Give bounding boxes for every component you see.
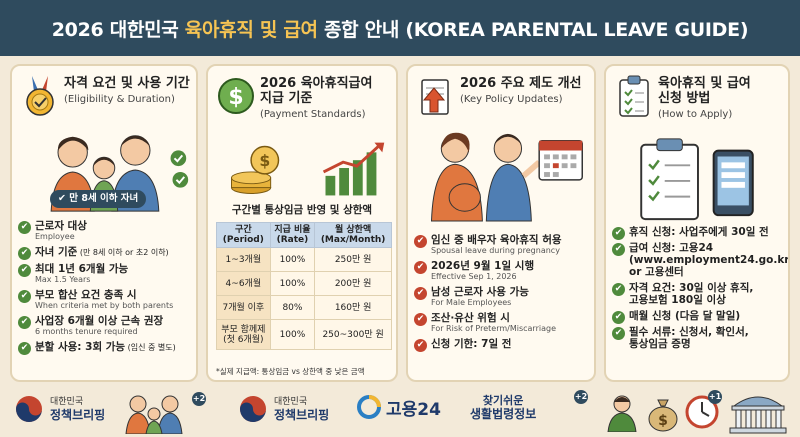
list-item: ✔ 부모 합산 요건 충족 시 When criteria met by both … (18, 289, 192, 311)
list-item: ✔ 신청 기한: 7일 전 (414, 338, 590, 352)
page-title: 2026 대한민국 육아휴직 및 급여 종합 안내 (KOREA PARENTA… (51, 18, 749, 41)
eligibility-card: 자격 요건 및 사용 기간 (Eligibility & Duration) ✔… (10, 64, 198, 382)
check-icon: ✔ (414, 235, 427, 248)
list-item: ✔ 임신 중 배우자 육아휴직 허용 Spousal leave during pr… (414, 234, 590, 256)
list-item: ✔ 자격 요건: 30일 이상 휴직, 고용보험 180일 이상 (612, 282, 784, 306)
table-row: 4~6개월 100% 200만 원 (216, 271, 392, 296)
check-icon: ✔ (18, 316, 31, 329)
money-bag-icon: $ (648, 399, 678, 432)
list-item: ✔ 자녀 기준 (만 8세 이하 or 초2 이하) (18, 246, 192, 260)
dollar-coin-icon: $ (218, 78, 254, 114)
card-subtitle: (Key Policy Updates) (460, 94, 563, 105)
policy-briefing-logo[interactable]: 대한민국 정책브리핑 (14, 394, 105, 424)
card-title-line2: 지급 기준 (260, 91, 313, 106)
eligibility-list: ✔ 근로자 대상 Employee ✔ 자녀 기준 (만 8세 이하 or 초2 이하… (18, 220, 192, 358)
clipboard-phone-illustration (640, 138, 754, 221)
title-banner: 2026 대한민국 육아휴직 및 급여 종합 안내 (KOREA PARENTA… (0, 0, 800, 56)
card-title: 육아휴직 및 급여 (658, 76, 751, 91)
check-icon: ✔ (612, 283, 625, 296)
card-title: 2026 육아휴직급여 (260, 76, 373, 91)
taegeuk-icon (16, 396, 42, 422)
clipboard-check-icon (619, 75, 649, 117)
list-item: ✔ 2026년 9월 1일 시행 Effective Sep 1, 2026 (414, 260, 590, 282)
list-item: ✔ 급여 신청: 고용24 (www.employment24.go.kr) or 고… (612, 242, 788, 278)
table-row: 부모 함께제 (첫 6개월) 100% 250~300만 원 (216, 319, 392, 350)
table-title: 구간별 통상임금 반영 및 상한액 (231, 204, 373, 216)
payment-table: 구간 (Period) 지급 비율 (Rate) 월 상한액 (Max/Month) … (216, 222, 392, 350)
check-icon: ✔ (18, 221, 31, 234)
list-item: ✔ 근로자 대상 Employee (18, 220, 192, 242)
list-item: ✔ 분할 사용: 3회 가능 (임신 중 별도) (18, 341, 192, 355)
title-highlight: 육아휴직 및 급여 (184, 18, 318, 41)
check-icon: ✔ (18, 247, 31, 260)
list-item: ✔ 조산·유산 위험 시 For Risk of Preterm/Miscarria… (414, 312, 590, 334)
svg-text:$: $ (658, 413, 668, 429)
couple-calendar-illustration (430, 132, 583, 222)
coins-chart-illustration: $ (231, 142, 385, 196)
check-icon: ✔ (18, 342, 31, 355)
card-subtitle: (Eligibility & Duration) (64, 94, 175, 105)
table-row: 7개월 이후 80% 160만 원 (216, 295, 392, 320)
age-badge: ✔ 만 8세 이하 자녀 (50, 190, 147, 208)
svg-text:$: $ (259, 151, 270, 170)
goyong24-icon (357, 395, 381, 419)
check-icon: ✔ (18, 264, 31, 277)
government-building-icon (729, 396, 787, 434)
column-header: 구간 (Period) (216, 222, 271, 248)
check-icon: ✔ (612, 327, 625, 340)
card-title: 2026 주요 제도 개선 (460, 76, 582, 91)
more-badge: +1 (708, 390, 722, 404)
worker-icon (607, 395, 637, 432)
check-icon: ✔ (612, 227, 625, 240)
card-subtitle: (How to Apply) (658, 109, 733, 120)
policy-updates-card: 2026 주요 제도 개선 (Key Policy Updates) ✔ 임신 중… (406, 64, 596, 382)
document-arrow-icon (421, 79, 449, 115)
footnote: *실제 지급액: 통상임금 vs 상한액 중 낮은 금액 (216, 367, 365, 376)
card-title-line2: 신청 방법 (658, 91, 711, 106)
check-icon: ✔ (58, 193, 70, 204)
apply-steps-list: ✔ 휴직 신청: 사업주에게 30일 전 ✔ 급여 신청: 고용24 (www.emp… (612, 226, 788, 354)
more-badge: +2 (574, 390, 588, 404)
check-icon: ✔ (18, 290, 31, 303)
table-header-row: 구간 (Period) 지급 비율 (Rate) 월 상한액 (Max/Month) (216, 222, 392, 248)
payment-card: $ 2026 육아휴직급여 지급 기준 (Payment Standards) … (206, 64, 398, 382)
more-badge: +2 (192, 392, 206, 406)
table-row: 1~3개월 100% 250만 원 (216, 247, 392, 272)
check-icon: ✔ (612, 243, 625, 256)
family-footer-icon (125, 395, 183, 434)
footer: 대한민국 정책브리핑 +2 대한민국 정책브리핑 고용24 찾기쉬운 생활법령정… (0, 386, 800, 437)
list-item: ✔ 남성 근로자 사용 가능 For Male Employees (414, 286, 590, 308)
policy-briefing-logo-2[interactable]: 대한민국 정책브리핑 (238, 394, 329, 424)
column-header: 월 상한액 (Max/Month) (314, 222, 392, 248)
check-icon: ✔ (612, 311, 625, 324)
updates-list: ✔ 임신 중 배우자 육아휴직 허용 Spousal leave during pr… (414, 234, 590, 354)
list-item: ✔ 필수 서류: 신청서, 확인서, 통상임금 증명 (612, 326, 784, 350)
svg-text:$: $ (228, 85, 243, 110)
medal-icon (26, 76, 54, 116)
clock-icon (685, 395, 719, 429)
check-icon: ✔ (414, 339, 427, 352)
how-to-apply-card: 육아휴직 및 급여 신청 방법 (How to Apply) ✔ 휴직 신청: 사… (604, 64, 790, 382)
card-subtitle: (Payment Standards) (260, 109, 366, 120)
taegeuk-icon (240, 396, 266, 422)
goyong24-logo[interactable]: 고용24 (356, 394, 441, 420)
card-title: 자격 요건 및 사용 기간 (64, 76, 190, 91)
column-header: 지급 비율 (Rate) (269, 222, 316, 248)
list-item: ✔ 휴직 신청: 사업주에게 30일 전 (612, 226, 784, 240)
easy-law-logo[interactable]: 찾기쉬운 생활법령정보 (470, 394, 537, 421)
check-icon: ✔ (414, 313, 427, 326)
list-item: ✔ 사업장 6개월 이상 근속 권장 6 months tenure require… (18, 315, 192, 337)
check-icon: ✔ (414, 261, 427, 274)
list-item: ✔ 매월 신청 (다음 달 말일) (612, 310, 784, 324)
list-item: ✔ 최대 1년 6개월 가능 Max 1.5 Years (18, 263, 192, 285)
check-icon: ✔ (414, 287, 427, 300)
